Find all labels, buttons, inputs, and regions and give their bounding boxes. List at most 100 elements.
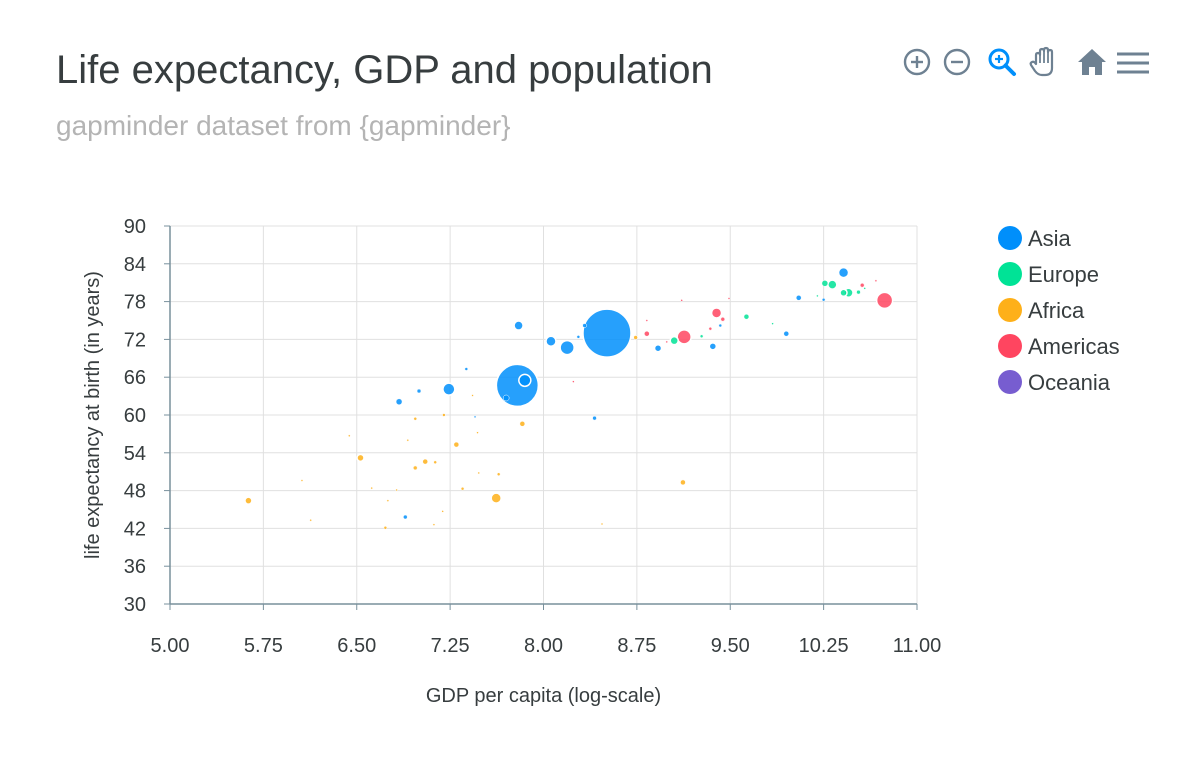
bubble-asia	[559, 339, 575, 356]
bubble-asia	[442, 382, 456, 396]
bubble-americas	[710, 307, 723, 319]
bubble-asia	[592, 415, 597, 421]
bubble-americas	[665, 340, 669, 344]
legend-label: Americas	[1028, 334, 1120, 359]
bubble-americas	[680, 299, 683, 302]
bubble-asia	[795, 295, 802, 301]
bubble-africa	[383, 526, 388, 530]
bubble-americas	[720, 316, 726, 322]
bubble-europe	[821, 280, 829, 287]
bubble-africa	[476, 431, 479, 434]
bubble-africa	[422, 458, 428, 465]
bubble-europe	[699, 334, 704, 338]
legend-marker	[998, 370, 1022, 394]
legend-marker	[998, 334, 1022, 358]
x-tick-label: 7.25	[431, 635, 470, 657]
legend-label: Asia	[1028, 226, 1071, 251]
bubble-africa	[244, 496, 253, 505]
bubble-europe	[863, 287, 866, 290]
x-tick-label: 11.00	[893, 635, 942, 657]
bubble-americas	[676, 329, 692, 345]
bubble-africa	[519, 421, 526, 427]
bubble-europe	[771, 322, 774, 325]
bubble-africa	[413, 465, 418, 471]
legend-marker	[998, 226, 1022, 250]
bubble-asia	[518, 373, 532, 388]
bubble-americas	[859, 282, 865, 288]
bubble-europe	[856, 289, 861, 295]
y-tick-label: 48	[124, 481, 146, 503]
bubble-asia	[576, 335, 581, 339]
zoom-out-button[interactable]	[940, 44, 976, 80]
x-tick-label: 8.75	[617, 635, 656, 657]
bubble-asia	[821, 297, 826, 302]
bubble-africa	[433, 460, 437, 464]
bubble-asia	[708, 342, 718, 351]
zoom-in-button[interactable]	[900, 44, 936, 80]
legend-label: Oceania	[1028, 370, 1110, 395]
hamburger-menu-icon	[1117, 52, 1149, 74]
bubble-asia	[582, 323, 587, 328]
chart-menu-button[interactable]	[1114, 44, 1150, 80]
bubble-europe	[816, 294, 819, 298]
bubble-africa	[442, 413, 446, 417]
bubble-africa	[441, 510, 444, 513]
bubble-africa	[309, 518, 312, 522]
y-tick-label: 30	[124, 594, 146, 616]
bubble-africa	[386, 499, 390, 502]
magnifier-icon	[988, 48, 1016, 76]
bubble-africa	[356, 453, 365, 463]
bubble-americas	[727, 297, 731, 300]
bubble-africa	[633, 335, 638, 340]
x-tick-label: 5.75	[244, 635, 283, 657]
bubble-asia	[502, 394, 510, 402]
bubble-americas	[644, 330, 650, 337]
bubble-asia	[495, 363, 540, 408]
bubble-africa	[370, 486, 373, 490]
bubble-asia	[582, 308, 632, 358]
bubble-europe	[743, 313, 750, 320]
bubble-africa	[600, 522, 604, 526]
bubble-africa	[680, 479, 686, 486]
y-tick-label: 84	[124, 254, 146, 276]
hand-icon	[1029, 46, 1054, 77]
y-tick-label: 54	[124, 443, 146, 465]
x-axis-title: GDP per capita (log-scale)	[426, 685, 661, 707]
y-tick-label: 72	[124, 329, 146, 351]
selection-zoom-button[interactable]	[984, 44, 1020, 80]
bubble-asia	[513, 320, 524, 331]
bubble-africa	[406, 438, 410, 442]
bubble-asia	[473, 415, 477, 419]
bubble-europe	[827, 279, 838, 290]
bubble-africa	[460, 486, 465, 491]
y-axis-title: life expectancy at birth (in years)	[82, 271, 104, 559]
x-tick-label: 10.25	[799, 635, 849, 657]
bubble-africa	[471, 394, 474, 397]
bubble-africa	[490, 492, 502, 504]
pan-button[interactable]	[1026, 44, 1062, 80]
bubble-asia	[545, 335, 557, 348]
x-tick-label: 8.00	[524, 635, 563, 657]
y-tick-label: 60	[124, 405, 146, 427]
bubble-africa	[496, 472, 501, 476]
reset-zoom-button[interactable]	[1074, 44, 1110, 80]
bubble-africa	[432, 523, 436, 526]
bubble-africa	[453, 441, 460, 448]
x-tick-label: 6.50	[337, 635, 376, 657]
bubble-asia	[837, 266, 850, 279]
home-icon	[1078, 49, 1106, 75]
bubble-asia	[653, 343, 663, 353]
bubble-europe	[839, 288, 848, 298]
bubble-africa	[300, 479, 304, 482]
legend-marker	[998, 262, 1022, 286]
bubble-asia	[395, 398, 403, 406]
minus-circle-icon	[943, 48, 971, 76]
bubble-asia	[403, 514, 408, 520]
y-tick-label: 90	[124, 216, 146, 238]
bubble-americas	[572, 380, 575, 383]
bubble-asia	[718, 323, 723, 328]
bubble-asia	[416, 388, 422, 394]
y-tick-label: 66	[124, 367, 146, 389]
legend-marker	[998, 298, 1022, 322]
